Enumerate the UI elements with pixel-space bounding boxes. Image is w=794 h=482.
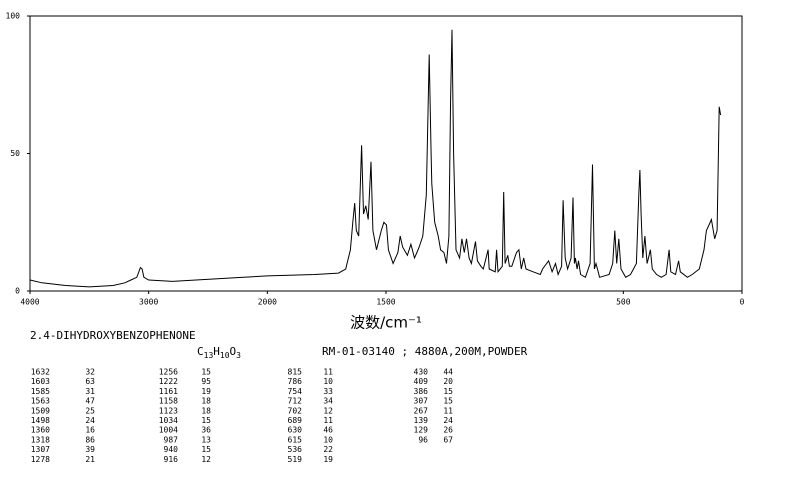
peak-intensity: 18	[201, 397, 211, 406]
x-tick-label: 0	[740, 298, 745, 307]
peak-intensity: 22	[323, 445, 333, 454]
x-tick-label: 3000	[139, 298, 158, 307]
peak-wavenumber: 916	[164, 455, 179, 464]
formula-subscript: 10	[220, 351, 230, 360]
y-tick-label: 0	[15, 287, 20, 296]
formula-element: C	[197, 345, 204, 358]
peak-wavenumber: 1360	[31, 426, 50, 435]
peak-wavenumber: 1034	[159, 416, 178, 425]
peak-intensity: 39	[85, 445, 95, 454]
peak-wavenumber: 519	[288, 455, 303, 464]
peak-wavenumber: 689	[288, 416, 303, 425]
peak-wavenumber: 630	[288, 426, 303, 435]
peak-wavenumber: 615	[288, 435, 303, 444]
formula-element: H	[213, 345, 220, 358]
peak-intensity: 10	[323, 377, 333, 386]
peak-intensity: 18	[201, 406, 211, 415]
peak-intensity: 11	[323, 416, 333, 425]
peak-wavenumber: 1222	[159, 377, 178, 386]
peak-intensity: 47	[85, 397, 95, 406]
peak-intensity: 15	[201, 368, 211, 377]
peak-wavenumber: 1278	[31, 455, 50, 464]
formula-subscript: 3	[236, 351, 241, 360]
peak-wavenumber: 129	[414, 426, 429, 435]
peak-wavenumber: 940	[164, 445, 179, 454]
peak-wavenumber: 987	[164, 435, 179, 444]
peak-intensity: 26	[443, 426, 453, 435]
peak-intensity: 95	[201, 377, 211, 386]
peak-intensity: 15	[201, 445, 211, 454]
compound-name: 2.4-DIHYDROXYBENZOPHENONE	[30, 329, 196, 342]
peak-wavenumber: 1318	[31, 435, 50, 444]
peak-intensity: 12	[201, 455, 211, 464]
peak-intensity: 33	[323, 387, 333, 396]
peak-wavenumber: 1632	[31, 368, 50, 377]
peak-wavenumber: 307	[414, 397, 429, 406]
peak-wavenumber: 754	[288, 387, 303, 396]
peak-wavenumber: 1585	[31, 387, 50, 396]
peak-intensity: 16	[85, 426, 95, 435]
peak-intensity: 13	[201, 435, 211, 444]
formula: C13H10O3	[197, 345, 241, 360]
peak-intensity: 24	[85, 416, 95, 425]
peak-intensity: 31	[85, 387, 95, 396]
peak-intensity: 32	[85, 368, 95, 377]
peak-intensity: 12	[323, 406, 333, 415]
peak-wavenumber: 815	[288, 368, 303, 377]
peak-wavenumber: 386	[414, 387, 429, 396]
formula-subscript: 13	[204, 351, 214, 360]
peak-intensity: 67	[443, 435, 453, 444]
peak-intensity: 36	[201, 426, 211, 435]
peak-intensity: 19	[323, 455, 333, 464]
peak-intensity: 44	[443, 368, 453, 377]
peak-wavenumber: 702	[288, 406, 303, 415]
peak-wavenumber: 1004	[159, 426, 178, 435]
x-tick-label: 500	[616, 298, 631, 307]
peak-wavenumber: 409	[414, 377, 429, 386]
peak-intensity: 24	[443, 416, 453, 425]
y-tick-label: 50	[10, 149, 20, 158]
peak-intensity: 86	[85, 435, 95, 444]
peak-wavenumber: 430	[414, 368, 429, 377]
peak-intensity: 20	[443, 377, 453, 386]
peak-wavenumber: 1123	[159, 406, 178, 415]
peak-wavenumber: 96	[418, 435, 428, 444]
peak-intensity: 11	[443, 406, 453, 415]
peak-wavenumber: 1158	[159, 397, 178, 406]
peak-intensity: 34	[323, 397, 333, 406]
spectrum-line	[29, 29, 722, 288]
x-axis-label: 波数/cm⁻¹	[350, 314, 422, 332]
peak-intensity: 10	[323, 435, 333, 444]
x-tick-label: 2000	[258, 298, 277, 307]
peak-intensity: 11	[323, 368, 333, 377]
peak-intensity: 15	[443, 387, 453, 396]
sample-info: RM-01-03140 ; 4880A,200M,POWDER	[322, 345, 528, 358]
peak-wavenumber: 786	[288, 377, 303, 386]
peak-wavenumber: 1563	[31, 397, 50, 406]
peak-intensity: 25	[85, 406, 95, 415]
peak-intensity: 19	[201, 387, 211, 396]
peak-wavenumber: 1161	[159, 387, 178, 396]
peak-wavenumber: 1498	[31, 416, 50, 425]
x-tick-label: 1500	[376, 298, 395, 307]
peak-wavenumber: 536	[288, 445, 303, 454]
peak-intensity: 46	[323, 426, 333, 435]
peak-wavenumber: 712	[288, 397, 303, 406]
y-tick-label: 100	[6, 12, 21, 21]
peak-wavenumber: 1256	[159, 368, 178, 377]
peak-wavenumber: 1307	[31, 445, 50, 454]
peak-wavenumber: 267	[414, 406, 429, 415]
peak-intensity: 63	[85, 377, 95, 386]
peak-wavenumber: 1603	[31, 377, 50, 386]
x-tick-label: 4000	[20, 298, 39, 307]
peak-intensity: 15	[443, 397, 453, 406]
peak-intensity: 21	[85, 455, 95, 464]
peak-intensity: 15	[201, 416, 211, 425]
formula-element: O	[230, 345, 237, 358]
peak-wavenumber: 139	[414, 416, 429, 425]
plot-frame	[29, 15, 743, 292]
peak-wavenumber: 1509	[31, 406, 50, 415]
